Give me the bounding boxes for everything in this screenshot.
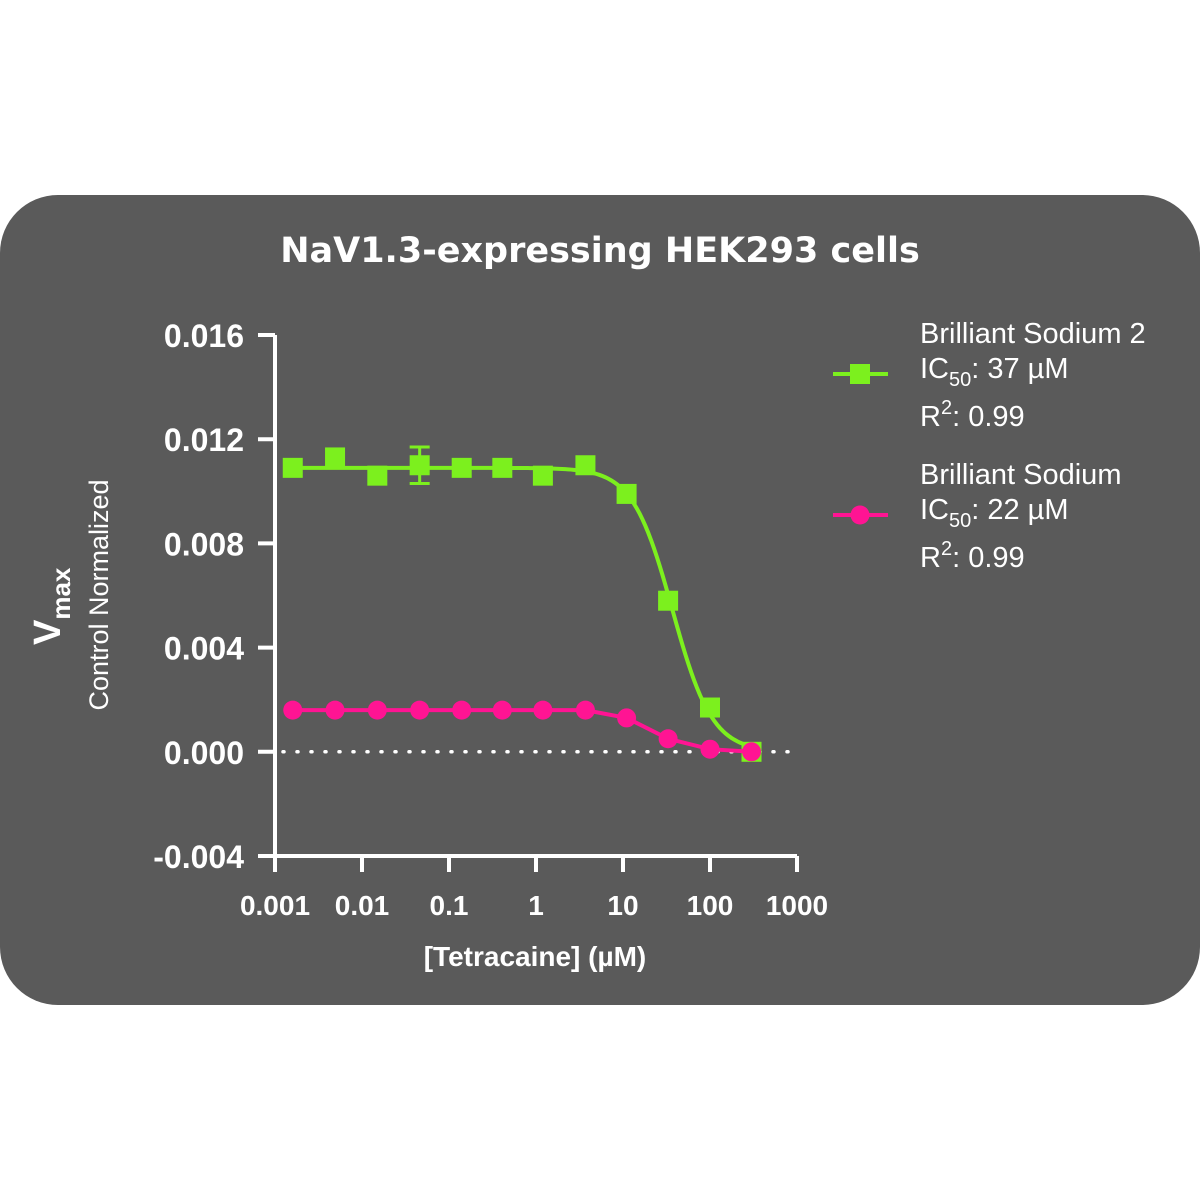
x-tick-label: 0.1 — [430, 890, 469, 921]
r2-superscript: 2 — [941, 397, 952, 419]
x-tick-label: 10 — [607, 890, 638, 921]
series-line — [292, 465, 753, 749]
series-line — [292, 708, 752, 754]
y-axis-label-secondary: Control Normalized — [84, 479, 114, 710]
y-tick-label: 0.004 — [164, 631, 244, 667]
data-point-circle — [575, 700, 595, 720]
legend-ic50: IC50: 22 µM — [920, 494, 1069, 532]
ic50-value: : 37 µM — [971, 353, 1068, 385]
data-point-square — [532, 465, 553, 486]
y-tick-label: 0.008 — [164, 526, 244, 562]
data-point-square — [658, 590, 679, 611]
data-point-square — [700, 697, 720, 718]
ic50-value: : 22 µM — [971, 494, 1068, 526]
chart-panel — [0, 195, 1200, 1005]
data-point-square — [325, 447, 346, 468]
data-point-square — [575, 455, 596, 476]
ic50-label: IC — [920, 494, 949, 526]
r2-label: R — [920, 542, 941, 574]
x-tick-label: 1 — [528, 890, 544, 921]
chart-title: NaV1.3-expressing HEK293 cells — [280, 231, 920, 271]
x-tick-label: 0.001 — [240, 890, 310, 921]
series-circle — [283, 700, 762, 762]
x-tick-label: 100 — [687, 890, 734, 921]
x-axis-title: [Tetracaine] (µM) — [424, 941, 647, 972]
y-tick-label: 0.012 — [164, 422, 244, 458]
data-point-square — [282, 457, 303, 478]
legend-series-name: Brilliant Sodium 2 — [920, 318, 1146, 350]
ic50-subscript: 50 — [949, 369, 971, 391]
r2-value: : 0.99 — [952, 401, 1025, 433]
legend-marker-circle — [850, 505, 870, 525]
data-point-square — [451, 457, 472, 478]
data-point-square — [367, 465, 388, 486]
data-point-circle — [283, 700, 303, 720]
axes: -0.004 0.000 0.004 0.008 0.012 0.016 0.001 0.01… — [153, 318, 828, 921]
data-point-circle — [533, 700, 553, 720]
y-axis-label-v: V — [27, 619, 69, 645]
legend-marker-square — [850, 364, 870, 384]
data-point-circle — [410, 700, 430, 720]
legend-r2: R2: 0.99 — [920, 538, 1025, 574]
y-tick-label: 0.000 — [164, 735, 244, 771]
data-point-square — [409, 455, 430, 476]
legend-r2: R2: 0.99 — [920, 397, 1025, 433]
data-point-circle — [742, 742, 762, 762]
y-axis-label-main: Vmax — [27, 567, 76, 645]
legend-ic50: IC50: 37 µM — [920, 353, 1069, 391]
data-point-circle — [617, 708, 637, 728]
r2-value: : 0.99 — [952, 542, 1025, 574]
r2-superscript: 2 — [941, 538, 952, 560]
x-tick-label: 0.01 — [335, 890, 390, 921]
ic50-label: IC — [920, 353, 949, 385]
data-point-square — [616, 483, 637, 504]
y-tick-label: -0.004 — [153, 839, 244, 875]
legend-series-name: Brilliant Sodium — [920, 459, 1121, 491]
y-axis-label-max: max — [46, 567, 76, 620]
data-point-circle — [367, 700, 387, 720]
series-square — [282, 445, 762, 762]
data-point-circle — [325, 700, 345, 720]
series-layer — [282, 445, 762, 762]
y-tick-label: 0.016 — [164, 318, 244, 354]
data-point-circle — [700, 739, 720, 759]
r2-label: R — [920, 401, 941, 433]
data-point-square — [492, 457, 513, 478]
y-axis-label: Vmax Control Normalized — [27, 479, 114, 710]
data-point-circle — [452, 700, 472, 720]
ic50-subscript: 50 — [949, 510, 971, 532]
data-point-circle — [658, 729, 678, 749]
x-tick-label: 1000 — [766, 890, 828, 921]
data-point-circle — [492, 700, 512, 720]
